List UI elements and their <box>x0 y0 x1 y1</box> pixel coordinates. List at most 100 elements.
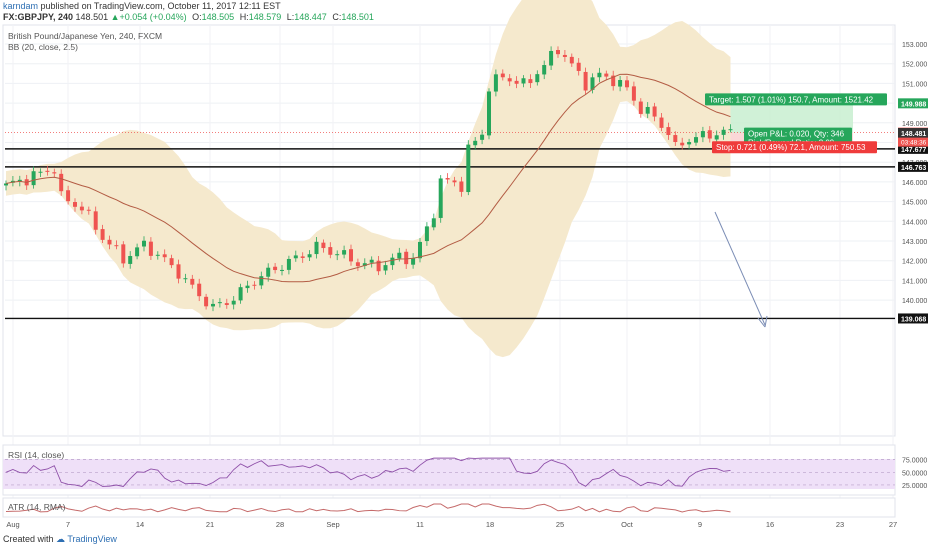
candle-body <box>473 140 478 146</box>
candle-body <box>700 131 705 138</box>
candle-body <box>411 258 416 265</box>
candle-body <box>31 171 36 186</box>
candle-body <box>728 129 733 131</box>
candle-body <box>176 264 181 279</box>
candle-body <box>445 178 450 180</box>
candle-body <box>638 101 643 114</box>
candle-body <box>342 250 347 255</box>
price-tag-text-support2: 146.763 <box>901 165 926 172</box>
y-tick-label: 145.000 <box>902 200 927 207</box>
candle-body <box>673 135 678 143</box>
candle-body <box>307 254 312 258</box>
candle-body <box>549 50 554 66</box>
candle-body <box>652 106 657 117</box>
open-label: O: <box>192 12 202 22</box>
candle-body <box>155 254 160 256</box>
candle-body <box>390 257 395 266</box>
x-tick-label: Sep <box>326 520 339 529</box>
rsi-tick-label: 25.0000 <box>902 483 927 490</box>
time-axis: Aug 7 14 21 28 Sep 11 18 25 Oct 9 16 23 27 <box>6 520 897 529</box>
candle-body <box>362 263 367 266</box>
candle-body <box>190 278 195 285</box>
up-arrow-icon: ▲ <box>110 12 120 22</box>
x-tick-label: Oct <box>621 520 634 529</box>
x-tick-label: 16 <box>766 520 774 529</box>
candle-body <box>459 181 464 192</box>
candle-body <box>452 180 457 183</box>
symbol-label: FX:GBPJPY, 240 <box>3 12 74 22</box>
created-with-label: Created with <box>3 534 54 544</box>
footer: Created with ☁ TradingView <box>3 534 117 545</box>
high-label: H: <box>239 12 249 22</box>
candle-body <box>204 296 209 307</box>
tradingview-logo-icon: ☁ <box>56 534 66 544</box>
y-tick-label: 144.000 <box>902 219 927 226</box>
x-tick-label: 14 <box>136 520 144 529</box>
countdown-text: 03:48:36 <box>901 140 927 147</box>
candle-body <box>100 229 105 240</box>
candle-body <box>217 302 222 304</box>
atr-line <box>5 503 731 513</box>
candle-body <box>349 249 353 262</box>
tradingview-link[interactable]: TradingView <box>67 534 117 544</box>
candle-body <box>335 254 340 256</box>
price-tag-text-support1: 147.677 <box>901 147 926 154</box>
price-tag-entry <box>898 128 928 139</box>
price-tag-support1 <box>898 143 928 154</box>
change-value: +0.054 (+0.04%) <box>119 12 187 22</box>
author-link[interactable]: karndam <box>3 1 39 11</box>
candle-body <box>590 77 595 90</box>
price-tags: 149.988148.501148.481147.760147.677146.7… <box>898 98 928 324</box>
price-axis: 153.000152.000151.000150.000149.000148.0… <box>902 42 927 305</box>
candle-body <box>404 251 409 265</box>
candle-body <box>38 171 43 173</box>
candle-body <box>438 178 443 218</box>
arrow-head-icon <box>757 315 768 328</box>
candle-body <box>611 75 616 87</box>
candle-body <box>286 258 291 270</box>
candle-body <box>321 242 326 249</box>
stop-label-box <box>712 141 877 154</box>
candle-body <box>631 86 636 101</box>
candle-body <box>183 278 188 280</box>
candle-body <box>369 259 374 263</box>
candle-body <box>93 211 98 230</box>
candle-body <box>721 129 726 135</box>
countdown-tag <box>898 137 928 147</box>
x-tick-label: Aug <box>6 520 19 529</box>
candle-body <box>542 65 547 75</box>
y-tick-label: 146.000 <box>902 180 927 187</box>
price-tag-text-support3: 139.068 <box>901 316 926 323</box>
candle-body <box>197 283 202 297</box>
x-tick-label: 25 <box>556 520 564 529</box>
bollinger-basis-line <box>5 73 731 283</box>
candle-body <box>597 72 602 78</box>
rsi-label: RSI (14, close) <box>8 450 64 460</box>
chart-title: British Pound/Japanese Yen, 240, FXCM <box>8 31 162 41</box>
x-tick-label: 11 <box>416 520 424 529</box>
close-value: 148.501 <box>341 12 374 22</box>
candles <box>4 46 733 312</box>
candle-body <box>556 50 560 55</box>
candle-body <box>514 80 519 84</box>
candle-body <box>480 134 485 140</box>
candle-body <box>418 241 422 259</box>
y-tick-label: 140.000 <box>902 298 927 305</box>
candle-body <box>424 226 429 242</box>
x-tick-label: 7 <box>66 520 70 529</box>
candle-body <box>79 206 84 211</box>
target-label-text: Target: 1.507 (1.01%) 150.7, Amount: 152… <box>709 95 874 104</box>
candle-body <box>493 74 498 92</box>
candle-body <box>694 137 698 143</box>
candle-body <box>59 173 64 192</box>
price-tag-text-entry: 148.481 <box>901 131 926 138</box>
candle-body <box>114 245 119 247</box>
candle-body <box>714 135 719 140</box>
candle-body <box>583 71 588 91</box>
x-tick-label: 28 <box>276 520 284 529</box>
candle-body <box>397 252 402 259</box>
candle-body <box>666 127 671 136</box>
target-label-box <box>705 93 887 106</box>
low-label: L: <box>286 12 295 22</box>
